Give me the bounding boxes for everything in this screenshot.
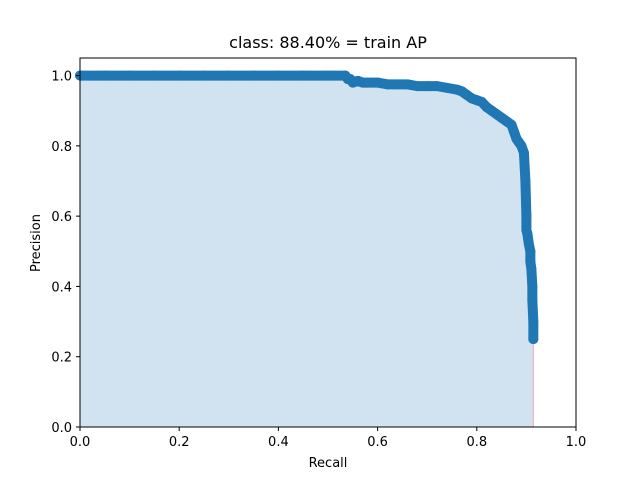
data-point — [174, 70, 185, 81]
x-axis-label: Recall — [309, 456, 348, 471]
x-tick-label: 0.2 — [169, 435, 190, 450]
data-point — [526, 263, 537, 274]
data-point — [528, 334, 539, 345]
data-point — [149, 70, 160, 81]
plot-frame — [79, 57, 577, 428]
data-point — [412, 81, 423, 92]
area-fill-0 — [80, 75, 534, 428]
data-point — [392, 79, 403, 90]
x-tick-label: 0.0 — [70, 435, 91, 450]
x-tick-label: 0.4 — [268, 435, 289, 450]
data-point — [527, 281, 538, 292]
data-point — [402, 79, 413, 90]
data-point — [442, 82, 453, 93]
y-tick-label: 0.2 — [51, 351, 72, 366]
data-point — [521, 211, 532, 222]
x-tick-label: 0.6 — [367, 435, 388, 450]
data-point — [273, 70, 284, 81]
y-tick-label: 0.6 — [51, 210, 72, 225]
data-point — [527, 295, 538, 306]
data-point — [124, 70, 135, 81]
y-tick-label: 0.0 — [51, 421, 72, 436]
data-point — [362, 77, 373, 88]
data-point — [382, 79, 393, 90]
data-point — [432, 81, 443, 92]
data-point — [518, 147, 529, 158]
x-tick-label: 0.8 — [466, 435, 487, 450]
data-point — [522, 228, 533, 239]
y-axis: 0.0 0.2 0.4 0.6 0.8 1.0 — [51, 70, 80, 436]
data-point — [298, 70, 309, 81]
data-point — [199, 70, 209, 81]
y-axis-label: Precision — [29, 214, 44, 272]
y-tick-label: 0.4 — [51, 280, 72, 295]
plot-area — [75, 70, 539, 428]
x-axis: 0.0 0.2 0.4 0.6 0.8 1.0 — [70, 427, 587, 450]
data-point — [520, 176, 531, 186]
y-tick-label: 1.0 — [51, 70, 72, 85]
data-point — [99, 70, 110, 81]
data-point — [323, 70, 333, 81]
data-point — [372, 77, 383, 88]
data-point — [422, 81, 433, 92]
data-point — [223, 70, 234, 81]
chart-title: class: 88.40% = train AP — [229, 33, 427, 52]
data-point — [525, 246, 536, 257]
data-point — [248, 70, 259, 81]
x-tick-label: 1.0 — [566, 435, 587, 450]
data-point — [528, 316, 539, 327]
y-tick-label: 0.8 — [51, 140, 72, 155]
